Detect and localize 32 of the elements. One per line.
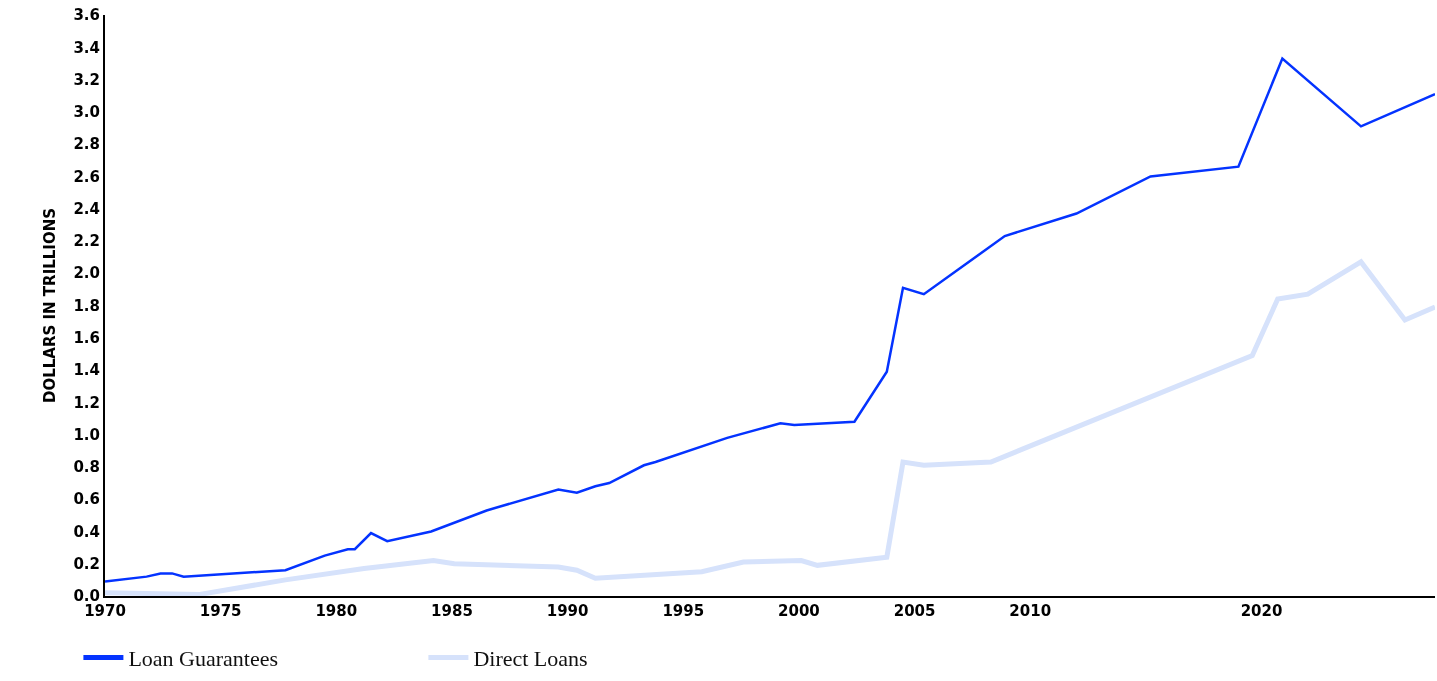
y-tick-label: 2.0 bbox=[73, 264, 100, 283]
y-tick-label: 1.4 bbox=[73, 361, 100, 380]
y-tick-label: 2.2 bbox=[73, 232, 100, 251]
x-tick-label: 1980 bbox=[315, 602, 358, 620]
y-tick-label: 0.8 bbox=[73, 458, 100, 477]
x-tick-label: 1970 bbox=[84, 602, 126, 620]
y-tick-label: 2.6 bbox=[73, 167, 100, 186]
x-tick-label: 2020 bbox=[1240, 602, 1283, 620]
x-tick-label: 1975 bbox=[199, 602, 242, 620]
y-tick-label: 3.2 bbox=[73, 70, 100, 89]
x-tick-label: 1985 bbox=[431, 602, 473, 620]
x-tick-label: 2005 bbox=[893, 602, 936, 620]
x-tick-label: 2010 bbox=[1009, 602, 1052, 620]
y-tick-label: 3.4 bbox=[73, 38, 100, 57]
y-tick-label: 0.4 bbox=[73, 522, 100, 541]
y-tick-label: 1.8 bbox=[73, 296, 100, 315]
y-tick-label: 3.0 bbox=[73, 103, 100, 122]
line-series bbox=[105, 57, 1435, 583]
y-tick-label: 1.2 bbox=[73, 393, 100, 412]
y-tick-label: 0.2 bbox=[73, 554, 100, 573]
x-tick-label: 2000 bbox=[778, 602, 820, 620]
legend-label: Direct Loans bbox=[473, 646, 588, 672]
y-tick-label: 2.8 bbox=[73, 135, 100, 154]
y-tick-label: 1.6 bbox=[73, 329, 100, 348]
x-tick-label: 1995 bbox=[662, 602, 705, 620]
y-tick-label: 2.4 bbox=[73, 199, 100, 218]
y-tick-label: 3.6 bbox=[73, 6, 100, 25]
y-tick-label: 0.6 bbox=[73, 490, 100, 509]
legend-label: Loan Guarantees bbox=[128, 646, 279, 672]
y-tick-label: 1.0 bbox=[73, 425, 100, 444]
x-tick-label: 1990 bbox=[546, 602, 589, 620]
y-axis-title: DOLLARS IN TRILLIONS bbox=[41, 207, 60, 404]
